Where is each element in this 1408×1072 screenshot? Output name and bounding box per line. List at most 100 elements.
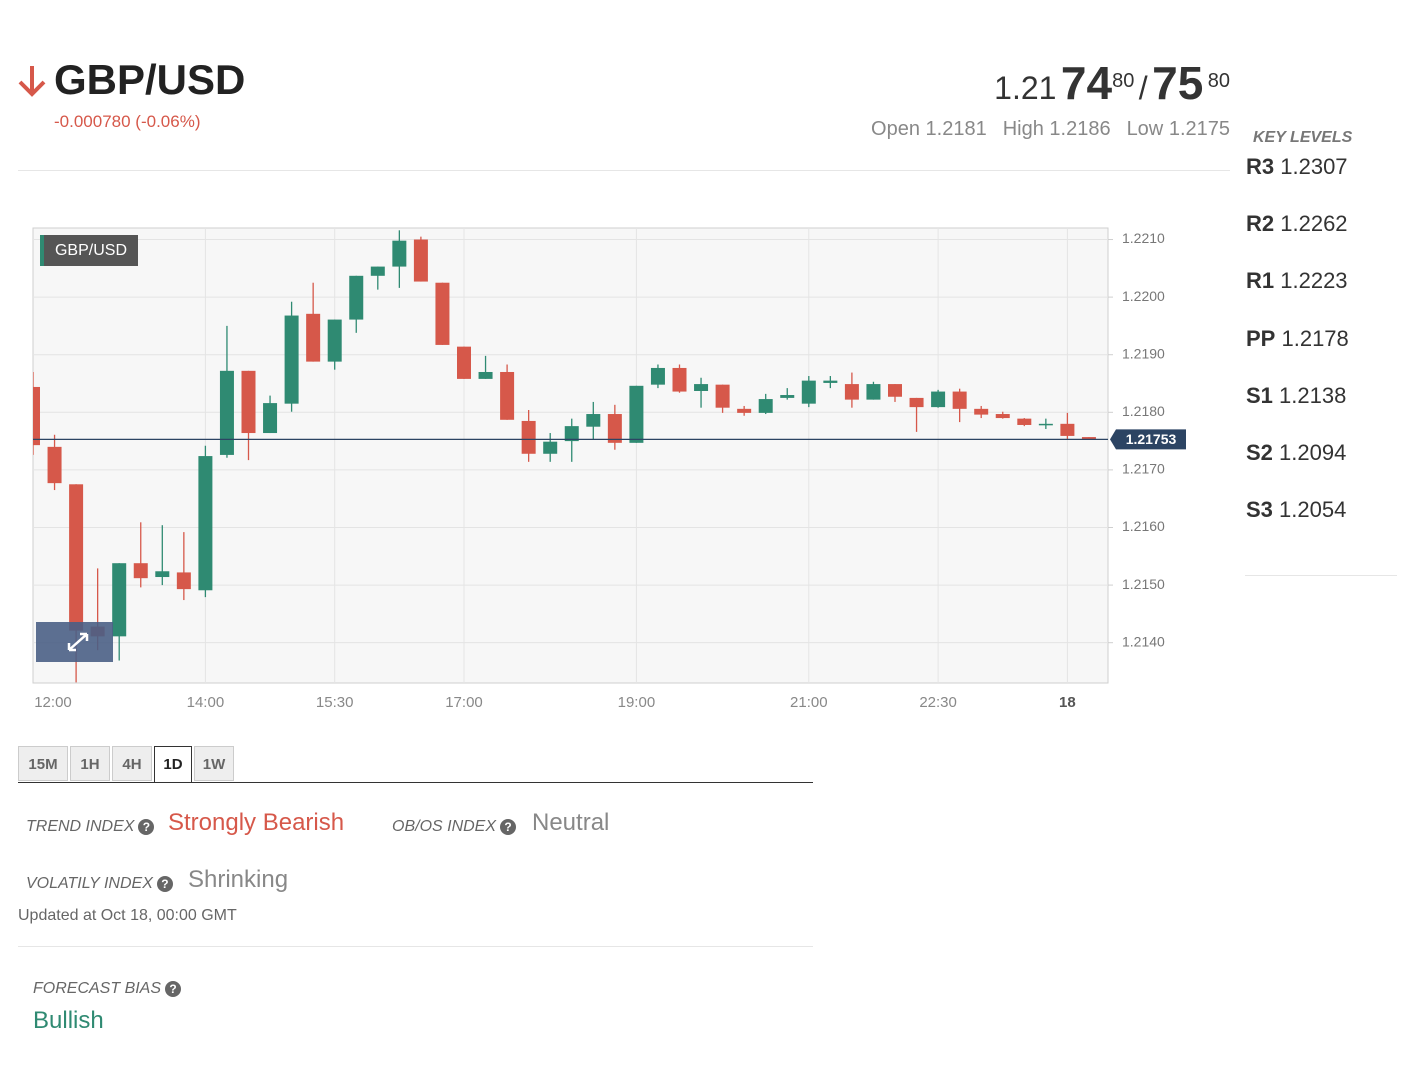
stat-label: Open <box>871 118 920 140</box>
divider <box>18 170 1230 171</box>
plot-area <box>32 227 1109 684</box>
stat-label: Low <box>1126 118 1164 140</box>
key-level: S3 1.2054 <box>1246 497 1346 523</box>
candle-body <box>392 240 407 267</box>
x-tick-label: 19:00 <box>618 694 656 711</box>
candle-body <box>866 384 881 400</box>
key-level: PP 1.2178 <box>1246 326 1349 352</box>
candle-body <box>349 275 364 320</box>
candle-body <box>650 367 665 385</box>
chart-label-box <box>40 235 138 266</box>
candle-body <box>694 384 709 391</box>
key-level-name: R2 <box>1246 211 1275 237</box>
stat-label: High <box>1002 118 1044 140</box>
candle-body <box>844 384 859 400</box>
help-icon[interactable]: ? <box>165 980 182 997</box>
candle-body <box>327 319 342 362</box>
index-label-text: VOLATILY INDEX <box>26 875 153 892</box>
candle-body <box>758 399 773 413</box>
candle-body <box>952 391 967 409</box>
candle-body <box>370 266 385 276</box>
key-level: S2 1.2094 <box>1246 440 1346 466</box>
key-level-value: 1.2094 <box>1279 440 1347 465</box>
candle-body <box>715 384 730 408</box>
chart-label: GBP/USD <box>55 242 127 259</box>
ask-pips: 75 <box>1152 57 1204 109</box>
candle-body <box>1081 437 1096 440</box>
timeframe-tab[interactable]: 1D <box>154 746 192 783</box>
index-value: Shrinking <box>188 866 289 893</box>
last-price-box <box>1110 429 1186 450</box>
candle-body <box>133 563 148 579</box>
key-level-value: 1.2307 <box>1280 154 1348 179</box>
x-tick-label: 14:00 <box>187 694 225 711</box>
x-tick-label: 18 <box>1059 694 1076 711</box>
candle-body <box>823 380 838 383</box>
stats: Open 1.2181 High 1.2186 Low 1.2175 <box>871 118 1230 141</box>
help-icon[interactable]: ? <box>138 818 155 835</box>
candle-body <box>263 403 278 434</box>
key-level-value: 1.2262 <box>1280 211 1348 237</box>
candle-body <box>1038 423 1053 426</box>
timeframe-tab[interactable]: 4H <box>112 746 152 781</box>
y-tick-label: 1.2140 <box>1122 633 1165 649</box>
key-level: R3 1.2307 <box>1246 154 1348 180</box>
candle-body <box>478 371 493 379</box>
ask-fraction: 80 <box>1207 69 1230 92</box>
x-tick-label: 12:00 <box>34 694 72 711</box>
forecast-value: Bullish <box>33 1007 104 1034</box>
candle-body <box>931 391 946 408</box>
chart-label-accent <box>40 235 44 266</box>
key-level-name: S1 <box>1246 382 1273 408</box>
updated: Updated at Oct 18, 00:00 GMT <box>18 907 237 924</box>
candle-body <box>241 370 256 434</box>
separator: / <box>1138 70 1148 106</box>
y-tick-label: 1.2200 <box>1122 288 1165 304</box>
tabs-baseline <box>18 782 813 783</box>
candle-body <box>33 386 40 446</box>
index-label-text: OB/OS INDEX <box>392 818 497 835</box>
bid-fraction: 80 <box>1112 69 1135 92</box>
candle-body <box>219 370 234 455</box>
bid-pips: 74 <box>1060 57 1113 109</box>
candle-body <box>607 414 622 443</box>
candle-body <box>564 426 579 442</box>
key-level: R2 1.2262 <box>1246 211 1348 237</box>
candle-body <box>780 395 795 398</box>
stat-value: 1.2175 <box>1168 118 1230 140</box>
y-tick-label: 1.2190 <box>1122 345 1165 361</box>
key-level-value: 1.2178 <box>1281 325 1349 351</box>
timeframe-tab[interactable]: 1H <box>70 746 110 781</box>
candle-body <box>1017 418 1032 425</box>
timeframe-tab[interactable]: 15M <box>18 746 68 781</box>
candle-body <box>543 441 558 454</box>
index-label: VOLATILY INDEX? <box>26 875 173 893</box>
key-level-name: S3 <box>1246 497 1273 523</box>
key-level: R1 1.2223 <box>1246 268 1348 294</box>
quote: 1.21 7480 / 75 80 <box>994 56 1230 110</box>
down-arrow-icon <box>18 66 46 97</box>
forecast-label: FORECAST BIAS? <box>33 980 182 998</box>
x-tick-label: 17:00 <box>445 694 483 711</box>
key-level-name: S2 <box>1246 440 1273 465</box>
candle-body <box>888 384 902 397</box>
candle-body <box>69 484 84 631</box>
candle-body <box>198 456 213 591</box>
divider <box>18 946 813 947</box>
help-icon[interactable]: ? <box>500 818 517 835</box>
x-tick-label: 22:30 <box>919 694 957 711</box>
key-level-value: 1.2223 <box>1280 268 1348 294</box>
candle-body <box>672 367 687 392</box>
candle-body <box>909 397 924 408</box>
index-label: TREND INDEX? <box>26 818 155 836</box>
help-icon[interactable]: ? <box>156 875 173 892</box>
candle-body <box>435 282 450 345</box>
y-tick-label: 1.2170 <box>1122 461 1165 477</box>
last-price-label: 1.21753 <box>1126 431 1177 447</box>
stat-value: 1.2186 <box>1049 118 1111 140</box>
timeframe-tab[interactable]: 1W <box>194 746 234 781</box>
candle-body <box>457 346 471 379</box>
candle-body <box>629 385 644 443</box>
expand-button[interactable] <box>36 622 113 662</box>
